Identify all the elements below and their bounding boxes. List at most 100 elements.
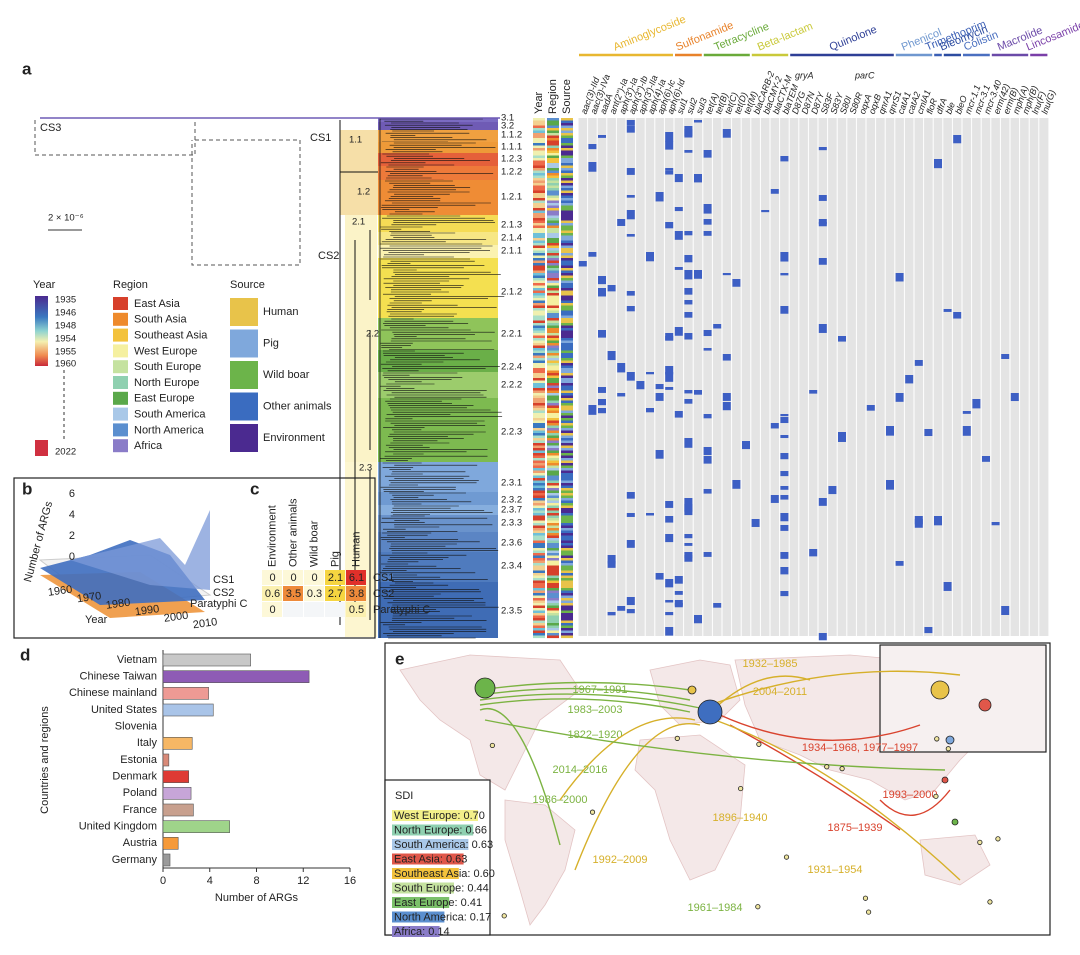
strip-cell bbox=[533, 585, 545, 589]
heatmap-hit bbox=[674, 603, 683, 606]
c-cell bbox=[283, 586, 303, 601]
heatmap-hit bbox=[809, 549, 818, 557]
strip-cell bbox=[547, 580, 559, 584]
strip-cell bbox=[547, 595, 559, 599]
strip-cell bbox=[547, 280, 559, 284]
strip-cell bbox=[533, 268, 545, 271]
strip-cell bbox=[547, 123, 559, 126]
strip-cell bbox=[561, 150, 573, 154]
strip-cell bbox=[533, 155, 545, 159]
strip-cell bbox=[547, 475, 559, 479]
heatmap-hit bbox=[626, 120, 635, 126]
strip-cell bbox=[561, 618, 573, 621]
heatmap-hit bbox=[684, 534, 693, 539]
clade-band bbox=[378, 118, 498, 122]
strip-cell bbox=[547, 188, 559, 191]
year-tick: 2022 bbox=[55, 447, 76, 458]
sdi-bar bbox=[392, 868, 459, 879]
strip-cell bbox=[547, 440, 559, 444]
strip-cell bbox=[547, 410, 559, 414]
panel-label: c bbox=[250, 479, 259, 498]
strip-cell bbox=[561, 318, 573, 321]
strip-cell bbox=[561, 548, 573, 551]
strip-cell bbox=[561, 300, 573, 304]
strip-cell bbox=[561, 495, 573, 499]
strip-cell bbox=[547, 220, 559, 224]
strip-cell bbox=[533, 398, 545, 401]
site-dot bbox=[501, 913, 507, 919]
lineage-label: CS3 bbox=[40, 122, 61, 134]
heatmap-hit bbox=[674, 267, 683, 270]
strip-cell bbox=[547, 358, 559, 361]
legend-title: Year bbox=[33, 279, 56, 291]
strip-cell bbox=[561, 203, 573, 206]
strip-cell bbox=[547, 418, 559, 421]
heatmap-hit bbox=[905, 375, 914, 384]
strip-cell bbox=[547, 253, 559, 256]
sdi-bar bbox=[392, 926, 440, 937]
strip-cell bbox=[547, 163, 559, 166]
strip-cell bbox=[547, 613, 559, 616]
heatmap-hit bbox=[588, 144, 597, 150]
site-dot bbox=[783, 854, 790, 860]
strip-cell bbox=[547, 173, 559, 176]
strip-cell bbox=[547, 265, 559, 269]
strip-cell bbox=[533, 138, 545, 141]
strip-cell bbox=[533, 485, 545, 489]
strip-cell bbox=[547, 185, 559, 189]
heatmap-hit bbox=[914, 360, 923, 366]
strip-cell bbox=[533, 205, 545, 209]
strip-cell bbox=[547, 203, 559, 206]
heatmap-hit bbox=[991, 522, 1000, 526]
strip-cell bbox=[533, 493, 545, 496]
strip-cell bbox=[533, 193, 545, 196]
clade-label: 2.3.6 bbox=[501, 538, 522, 549]
strip-cell bbox=[561, 315, 573, 319]
strip-cell bbox=[547, 228, 559, 231]
clade-band bbox=[378, 122, 498, 130]
heatmap-hit bbox=[1010, 393, 1019, 402]
strip-cell bbox=[547, 345, 559, 349]
heatmap-hit bbox=[722, 402, 731, 411]
strip-cell bbox=[547, 333, 559, 336]
strip-cell bbox=[547, 493, 559, 496]
strip-cell bbox=[533, 248, 545, 251]
strip-cell bbox=[533, 545, 545, 549]
heatmap-hit bbox=[818, 498, 827, 506]
heatmap-hit bbox=[694, 270, 702, 279]
clade-label: 2.2.4 bbox=[501, 362, 522, 373]
strip-cell bbox=[547, 610, 559, 614]
legend-item: West Europe bbox=[134, 345, 197, 357]
strip-cell bbox=[547, 483, 559, 486]
strip-cell bbox=[533, 353, 545, 356]
strip-cell bbox=[547, 563, 559, 566]
b-x-tick: 2010 bbox=[192, 616, 218, 631]
strip-cell bbox=[533, 288, 545, 291]
strip-cell bbox=[561, 610, 573, 614]
sdi-bar bbox=[392, 897, 450, 908]
bar bbox=[162, 703, 214, 717]
panel-label: e bbox=[395, 649, 404, 668]
heatmap-hit bbox=[914, 519, 923, 528]
heatmap-hit bbox=[818, 324, 827, 333]
bar bbox=[162, 853, 171, 867]
c-cell bbox=[325, 570, 345, 585]
clade-band bbox=[378, 582, 498, 638]
strip-cell bbox=[561, 408, 573, 411]
mutation-group: parC bbox=[854, 70, 875, 80]
heatmap-hit bbox=[636, 381, 645, 390]
strip-cell bbox=[547, 193, 559, 196]
site-dot bbox=[755, 904, 761, 910]
b-series-label: CS1 bbox=[213, 574, 234, 586]
strip-cell bbox=[561, 223, 573, 226]
strip-cell bbox=[561, 128, 573, 131]
x-tick-label: 8 bbox=[253, 875, 259, 887]
strip-cell bbox=[561, 470, 573, 474]
strip-cell bbox=[547, 550, 559, 554]
panel-bc-frame bbox=[13, 477, 376, 639]
strip-cell bbox=[561, 240, 573, 244]
strip-cell bbox=[561, 580, 573, 584]
strip-cell bbox=[533, 518, 545, 521]
year-tick: 1946 bbox=[55, 308, 76, 319]
b-x-tick: 1990 bbox=[134, 603, 160, 618]
